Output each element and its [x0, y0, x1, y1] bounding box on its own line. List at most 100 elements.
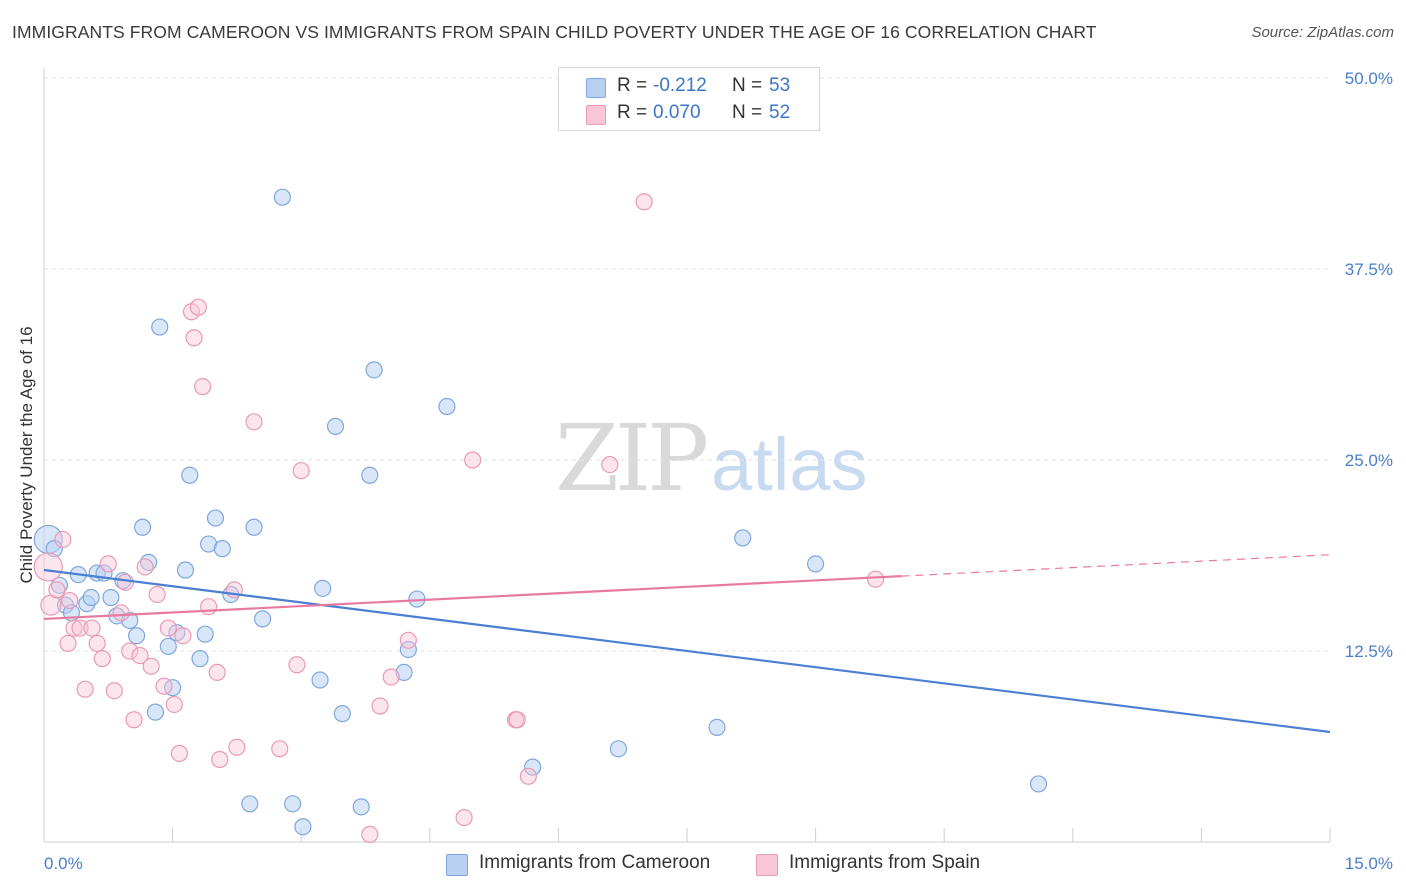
- spain-r-value: 0.070: [653, 102, 701, 123]
- spain-point-34: [228, 738, 246, 756]
- cameroon-point-22: [176, 561, 195, 579]
- spain-point-0: [33, 552, 63, 582]
- spain-point-38: [292, 462, 310, 480]
- spain-point-18: [136, 558, 154, 576]
- spain-point-20: [148, 585, 166, 604]
- spain-point-41: [382, 668, 400, 686]
- legend-cameroon-swatch: [446, 854, 468, 876]
- spain-point-28: [185, 329, 203, 347]
- spain-trend-line: [43, 575, 902, 621]
- cameroon-point-23: [181, 466, 199, 484]
- cameroon-n-label: N =: [732, 75, 763, 96]
- x-tick-label-1: 15.0%: [1345, 854, 1393, 873]
- y-tick-label-3: 50.0%: [1345, 69, 1393, 88]
- spain-point-7: [76, 680, 94, 698]
- cameroon-point-15: [133, 518, 152, 536]
- cameroon-point-7: [82, 588, 100, 607]
- spain-point-3: [54, 530, 72, 549]
- spain-point-8: [83, 619, 101, 637]
- cameroon-r-label: R =: [617, 75, 648, 96]
- spain-point-25: [174, 627, 192, 645]
- cameroon-point-52: [1029, 775, 1048, 793]
- spain-point-21: [155, 677, 173, 695]
- y-axis-label: Child Poverty Under the Age of 16: [17, 326, 36, 584]
- cameroon-point-41: [361, 466, 379, 484]
- cameroon-point-46: [438, 397, 456, 416]
- x-tick-label-0: 0.0%: [44, 854, 83, 873]
- spain-point-44: [464, 451, 482, 469]
- spain-point-29: [194, 378, 212, 396]
- spain-point-24: [170, 744, 189, 762]
- cameroon-point-17: [146, 703, 165, 721]
- y-tick-label-0: 12.5%: [1345, 642, 1393, 661]
- spain-point-12: [105, 682, 123, 700]
- cameroon-point-48: [609, 740, 628, 758]
- cameroon-point-49: [708, 718, 726, 737]
- cameroon-point-19: [159, 637, 177, 656]
- cameroon-point-32: [254, 610, 272, 628]
- cameroon-point-39: [333, 705, 351, 723]
- spain-point-35: [245, 413, 263, 431]
- spain-point-15: [121, 642, 139, 660]
- source-label: Source: ZipAtlas.com: [1251, 24, 1394, 41]
- watermark: ZIPatlas: [555, 405, 867, 512]
- spain-n-value: 52: [769, 102, 791, 123]
- cameroon-point-38: [326, 417, 345, 435]
- spain-point-9: [88, 634, 106, 652]
- spain-point-10: [93, 650, 111, 668]
- spain-point-50: [867, 570, 885, 588]
- y-tick-label-2: 37.5%: [1345, 260, 1393, 279]
- spain-point-4: [59, 634, 77, 652]
- spain-point-39: [361, 825, 379, 843]
- spain-point-17: [131, 646, 149, 665]
- spain-trend-extension: [901, 554, 1331, 577]
- cameroon-point-44: [399, 640, 417, 659]
- cameroon-point-14: [127, 627, 146, 645]
- spain-swatch: [586, 105, 606, 125]
- cameroon-point-51: [806, 555, 825, 573]
- spain-point-30: [200, 598, 218, 616]
- spain-point-19: [142, 657, 160, 675]
- watermark-atlas: atlas: [711, 423, 868, 506]
- spain-point-22: [159, 619, 177, 637]
- spain-point-36: [271, 740, 289, 758]
- series-legend: Immigrants from Cameroon Immigrants from…: [0, 852, 1406, 878]
- stats-legend: R = -0.212 N = 53 R = 0.070 N = 52: [558, 67, 820, 131]
- spain-point-43: [455, 808, 473, 827]
- cameroon-point-27: [206, 509, 225, 527]
- watermark-zip: ZIP: [555, 405, 709, 512]
- spain-point-40: [371, 697, 389, 715]
- spain-point-16: [125, 711, 143, 729]
- spain-point-47: [519, 767, 537, 785]
- cameroon-point-24: [191, 650, 209, 668]
- cameroon-point-31: [245, 518, 263, 536]
- spain-point-6: [71, 619, 89, 637]
- cameroon-r-value: -0.212: [653, 75, 707, 96]
- spain-point-13: [112, 604, 130, 622]
- spain-point-37: [288, 656, 306, 674]
- spain-point-11: [99, 555, 117, 573]
- cameroon-point-47: [524, 758, 542, 776]
- legend-cameroon-label: Immigrants from Cameroon: [479, 852, 711, 873]
- cameroon-point-28: [213, 540, 231, 558]
- spain-point-32: [211, 750, 229, 769]
- spain-point-49: [635, 193, 653, 211]
- cameroon-point-20: [164, 679, 182, 697]
- cameroon-point-34: [284, 795, 302, 813]
- cameroon-point-35: [294, 818, 312, 836]
- legend-spain-swatch: [756, 854, 778, 876]
- cameroon-point-25: [196, 625, 214, 643]
- cameroon-point-10: [102, 588, 120, 607]
- cameroon-point-43: [395, 663, 413, 681]
- spain-point-27: [189, 298, 207, 316]
- spain-point-42: [399, 631, 417, 649]
- chart-title: IMMIGRANTS FROM CAMEROON VS IMMIGRANTS F…: [12, 22, 1097, 42]
- cameroon-n-value: 53: [769, 75, 791, 96]
- spain-point-14: [116, 573, 135, 591]
- cameroon-point-18: [151, 318, 169, 336]
- cameroon-point-30: [241, 795, 259, 813]
- spain-point-2: [48, 581, 66, 599]
- cameroon-swatch: [586, 78, 606, 98]
- spain-point-48: [601, 455, 619, 474]
